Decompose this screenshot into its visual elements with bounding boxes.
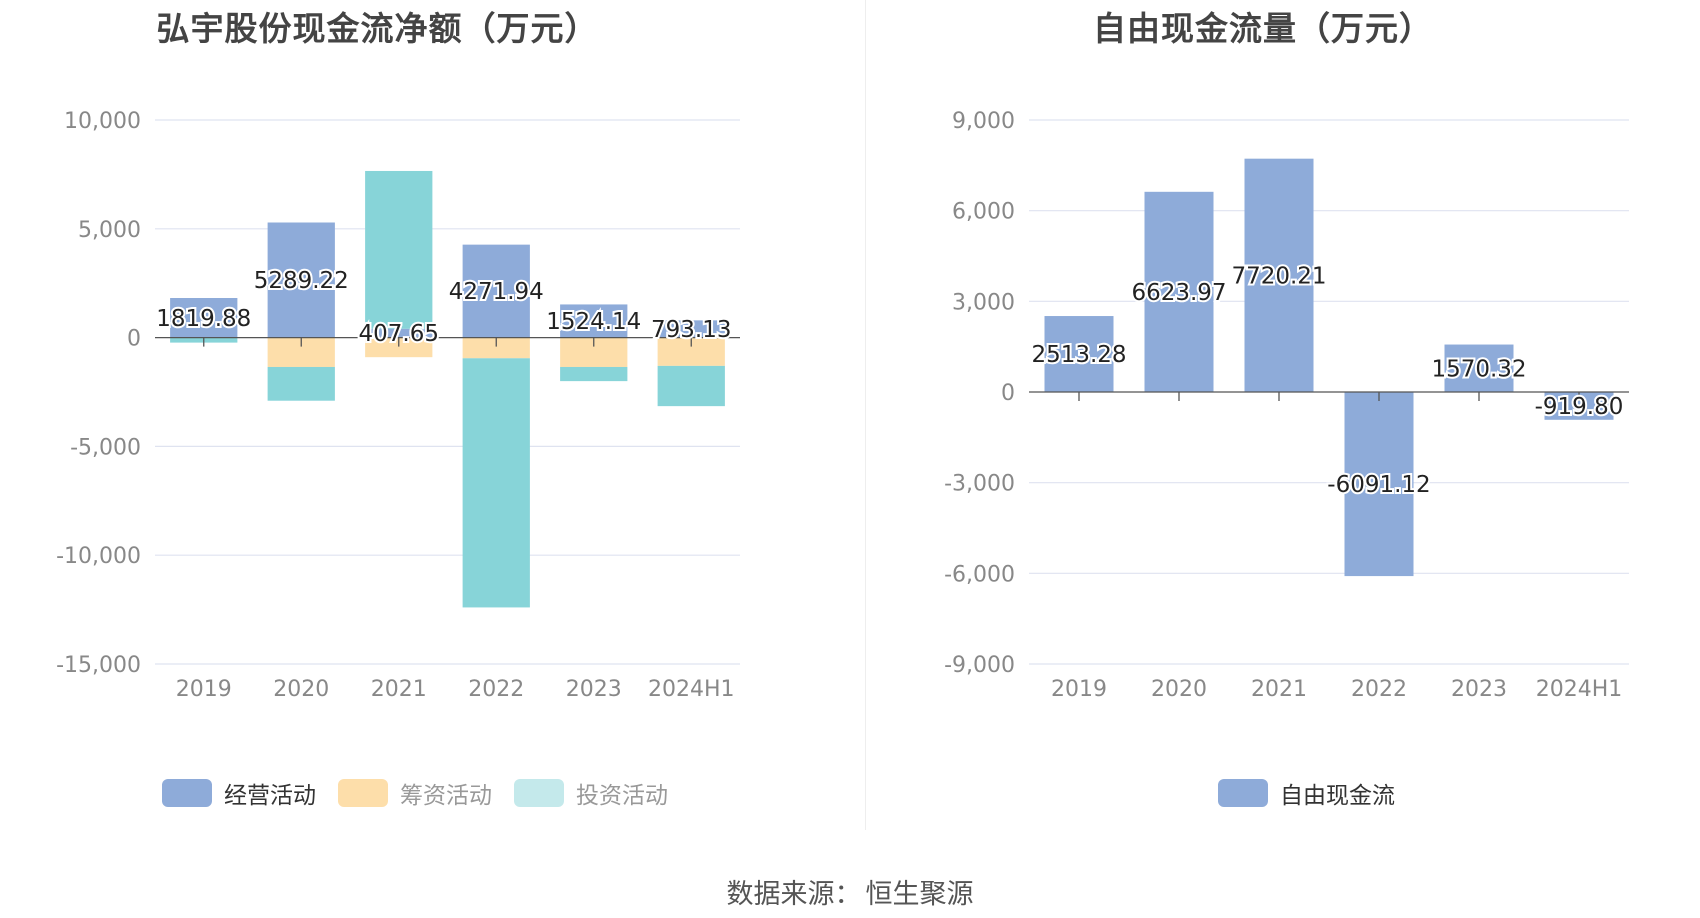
free-cashflow-chart-svg: 9,000 6,000 3,000 0 -3,000 -6,000 -9,000 2019 20… (944, 109, 1629, 702)
data-label: 4271.94 (449, 279, 544, 305)
chart-title: 自由现金流量（万元） (1093, 9, 1433, 48)
legend-label: 经营活动 (224, 783, 316, 809)
legend-swatch (338, 779, 388, 807)
y-tick-label: -6,000 (944, 562, 1015, 587)
y-tick-label: -10,000 (56, 544, 141, 569)
panel-divider (865, 0, 866, 830)
bar-2019-1[interactable] (1044, 316, 1114, 392)
legend: 经营活动 筹资活动 投资活动 (162, 776, 690, 810)
bar-2021-1[interactable] (1244, 158, 1314, 392)
data-label: 6623.97 (1131, 280, 1226, 306)
data-label: 2513.28 (1031, 342, 1126, 368)
data-label: -919.80 (1535, 394, 1624, 420)
legend-item-investing[interactable]: 投资活动 (514, 776, 668, 810)
y-tick-label: -9,000 (944, 653, 1015, 678)
x-tick-label: 2021 (1251, 677, 1307, 702)
cashflow-chart-panel: 弘宇股份现金流净额（万元） 10,000 5,000 0 -5,000 -10,000 -… (0, 0, 865, 830)
data-label: 7720.21 (1231, 263, 1326, 289)
bar-2023-1[interactable] (1444, 344, 1514, 392)
y-tick-label: -5,000 (70, 435, 141, 460)
x-tick-label: 2020 (273, 677, 329, 702)
data-label: 793.13 (651, 317, 731, 343)
bar-2023-3[interactable] (560, 366, 628, 382)
data-label: 5289.22 (254, 268, 349, 294)
x-tick-label: 2020 (1151, 677, 1207, 702)
legend-swatch (162, 779, 212, 807)
x-tick-label: 2022 (1351, 677, 1407, 702)
data-label: 1570.32 (1431, 356, 1526, 382)
legend-item-free-cashflow[interactable]: 自由现金流 (1218, 776, 1395, 810)
data-label: 407.65 (359, 321, 439, 347)
data-source: 数据来源： 恒生聚源 (0, 872, 1700, 911)
chart-title: 弘宇股份现金流净额（万元） (156, 9, 599, 48)
bar-2022-1[interactable] (1344, 392, 1414, 577)
cashflow-chart-svg: 10,000 5,000 0 -5,000 -10,000 -15,000 2019 2020… (56, 109, 740, 702)
legend-item-operating[interactable]: 经营活动 (162, 776, 316, 810)
data-label: 1819.88 (156, 306, 251, 332)
free-cashflow-chart-panel: 自由现金流量（万元） 9,000 6,000 3,000 0 -3,000 -6,000 -… (866, 0, 1700, 830)
y-tick-label: 6,000 (952, 200, 1015, 225)
x-tick-label: 2021 (371, 677, 427, 702)
legend-label: 筹资活动 (400, 783, 492, 809)
bar-2020-1[interactable] (267, 222, 335, 338)
bar-2023-1[interactable] (560, 304, 628, 338)
x-tick-label: 2024H1 (1536, 677, 1623, 702)
data-label: -6091.12 (1327, 472, 1430, 498)
bar-2021-3[interactable] (365, 170, 433, 329)
legend-swatch (514, 779, 564, 807)
y-tick-label: 0 (127, 327, 141, 352)
y-tick-label: -3,000 (944, 472, 1015, 497)
data-source-label: 数据来源： (726, 879, 862, 910)
bar-2021-2[interactable] (365, 337, 433, 358)
bar-2022-3[interactable] (462, 358, 530, 608)
x-tick-label: 2019 (1051, 677, 1107, 702)
bar-2021-1[interactable] (365, 328, 433, 338)
bar-2024H1-3[interactable] (657, 365, 725, 407)
x-tick-label: 2024H1 (648, 677, 735, 702)
legend-item-financing[interactable]: 筹资活动 (338, 776, 492, 810)
x-tick-label: 2023 (1451, 677, 1507, 702)
data-source-value: 恒生聚源 (865, 879, 974, 910)
bar-2020-3[interactable] (267, 366, 335, 401)
x-tick-label: 2023 (566, 677, 622, 702)
y-tick-label: 0 (1001, 381, 1015, 406)
legend-swatch (1218, 779, 1268, 807)
y-tick-label: -15,000 (56, 653, 141, 678)
legend: 自由现金流 (1218, 776, 1417, 810)
y-tick-label: 5,000 (78, 218, 141, 243)
x-tick-label: 2019 (176, 677, 232, 702)
legend-label: 自由现金流 (1280, 783, 1395, 809)
data-label: 1524.14 (546, 309, 641, 335)
y-tick-label: 3,000 (952, 290, 1015, 315)
legend-label: 投资活动 (576, 783, 668, 809)
bar-2019-1[interactable] (170, 297, 238, 338)
bar-2020-1[interactable] (1144, 191, 1214, 392)
bar-2022-1[interactable] (462, 244, 530, 338)
y-tick-label: 9,000 (952, 109, 1015, 134)
bar-2022-2[interactable] (462, 337, 530, 359)
x-tick-label: 2022 (468, 677, 524, 702)
y-tick-label: 10,000 (64, 109, 141, 134)
bar-2024H1-1[interactable] (657, 320, 725, 338)
